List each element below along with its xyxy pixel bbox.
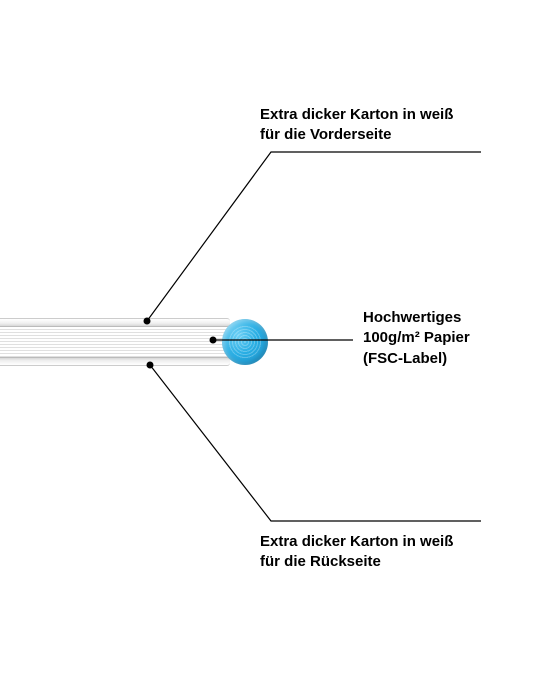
product-illustration [0,318,265,366]
label-middle-line3: (FSC-Label) [363,349,470,369]
label-middle-line1: Hochwertiges [363,308,470,328]
back-cover [0,357,230,366]
front-cover [0,318,230,327]
label-middle: Hochwertiges 100g/m² Papier (FSC-Label) [363,308,470,369]
spiral-binding [222,319,268,365]
label-top: Extra dicker Karton in weiß für die Vord… [260,105,453,146]
label-top-line1: Extra dicker Karton in weiß [260,105,453,125]
label-bottom-line1: Extra dicker Karton in weiß [260,532,453,552]
label-bottom: Extra dicker Karton in weiß für die Rück… [260,532,453,573]
leader-top [144,152,482,325]
leader-bottom [147,362,482,522]
label-top-line2: für die Vorderseite [260,125,453,145]
label-bottom-line2: für die Rückseite [260,552,453,572]
label-middle-line2: 100g/m² Papier [363,328,470,348]
paper-pages [0,327,235,357]
